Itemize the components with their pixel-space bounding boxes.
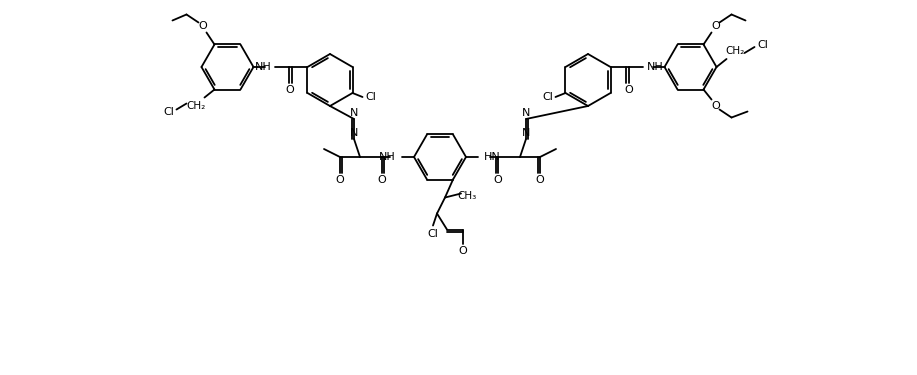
Text: O: O [712, 100, 720, 111]
Text: O: O [536, 175, 545, 185]
Text: O: O [285, 85, 293, 95]
Text: Cl: Cl [542, 92, 553, 102]
Text: NH: NH [255, 62, 271, 72]
Text: N: N [522, 108, 530, 118]
Text: O: O [458, 246, 468, 255]
Text: CH₃: CH₃ [457, 190, 476, 201]
Text: Cl: Cl [365, 92, 376, 102]
Text: O: O [198, 21, 207, 32]
Text: Cl: Cl [163, 106, 174, 117]
Text: HN: HN [484, 152, 501, 162]
Text: O: O [378, 175, 386, 185]
Text: CH₂: CH₂ [725, 46, 744, 56]
Text: O: O [712, 21, 720, 32]
Text: O: O [493, 175, 503, 185]
Text: O: O [336, 175, 345, 185]
Text: NH: NH [380, 152, 396, 162]
Text: N: N [522, 128, 530, 138]
Text: Cl: Cl [757, 40, 768, 50]
Text: N: N [349, 108, 359, 118]
Text: CH₂: CH₂ [187, 100, 206, 111]
Text: NH: NH [646, 62, 663, 72]
Text: O: O [624, 85, 633, 95]
Text: N: N [349, 128, 359, 138]
Text: Cl: Cl [427, 228, 438, 238]
